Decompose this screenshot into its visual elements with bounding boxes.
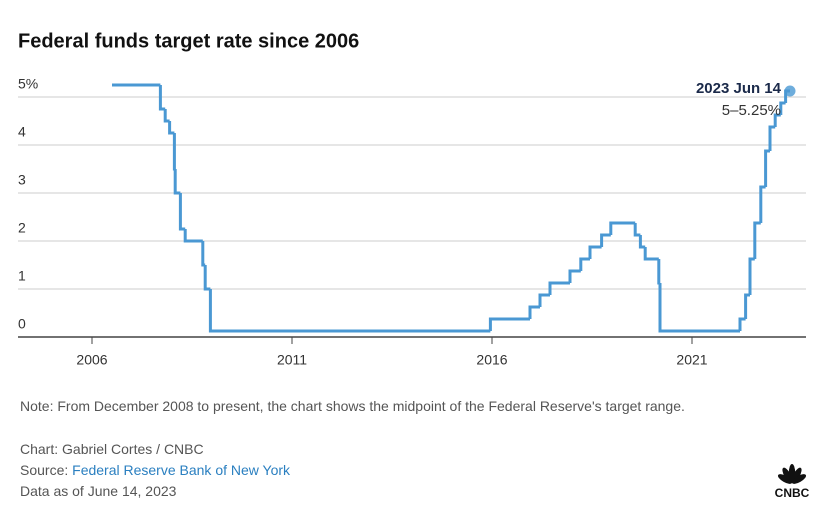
source-link[interactable]: Federal Reserve Bank of New York (72, 462, 291, 478)
logo-text: CNBC (775, 486, 810, 500)
step-segment (633, 223, 641, 237)
step-segment (173, 169, 181, 195)
source-label: Source: (20, 462, 69, 478)
step-segment (183, 229, 203, 243)
step-segment (538, 293, 550, 307)
step-segment (579, 257, 590, 271)
step-segment (528, 305, 540, 319)
step-segment (168, 121, 175, 135)
y-tick-label: 2 (18, 220, 26, 236)
y-tick-label: 4 (18, 124, 26, 140)
x-tick-label: 2006 (76, 352, 107, 368)
y-tick-label: 1 (18, 268, 26, 284)
note: Note: From December 2008 to present, the… (20, 398, 685, 414)
step-segment (753, 221, 761, 259)
step-segment (759, 185, 766, 223)
step-segment (208, 289, 491, 333)
end-dot (784, 85, 796, 97)
step-segment (158, 85, 166, 111)
step-segment (178, 193, 186, 231)
step-segment (748, 257, 755, 295)
step-segment (768, 125, 776, 151)
step-segment (657, 259, 661, 285)
y-tick-label: 5% (18, 76, 38, 92)
annotation-label: 5–5.25% (722, 102, 781, 119)
step-segment (773, 113, 781, 127)
step-segment (548, 281, 570, 295)
step-segment (658, 283, 740, 333)
x-tick-label: 2016 (476, 352, 507, 368)
data-as-of: Data as of June 14, 2023 (20, 483, 177, 499)
step-segment (638, 235, 646, 249)
peacock (777, 464, 807, 484)
step-segment (203, 265, 211, 291)
step-segment (568, 269, 581, 283)
step-segment (163, 109, 170, 123)
step-segment (201, 241, 206, 267)
step-segment (643, 247, 659, 261)
step-segment (588, 245, 602, 259)
x-tick-label: 2011 (277, 352, 307, 368)
credit: Chart: Gabriel Cortes / CNBC (20, 441, 204, 457)
source: Source: Federal Reserve Bank of New York (20, 461, 290, 480)
step-segment (738, 317, 746, 331)
step-segment (488, 317, 530, 331)
step-segment (600, 233, 611, 247)
y-tick-label: 0 (18, 316, 26, 332)
step-segment (764, 149, 770, 187)
chart: Federal funds target rate since 2006 0 1 2… (18, 30, 806, 368)
x-tick-label: 2021 (676, 352, 707, 368)
step-segment (744, 293, 750, 319)
chart-title: Federal funds target rate since 2006 (18, 30, 359, 52)
annotation-date: 2023 Jun 14 (696, 80, 782, 97)
step-segment (609, 221, 636, 235)
step-segment (172, 133, 176, 171)
y-tick-label: 3 (18, 172, 26, 188)
logo: CNBC (775, 464, 810, 500)
step-segment (779, 101, 786, 115)
